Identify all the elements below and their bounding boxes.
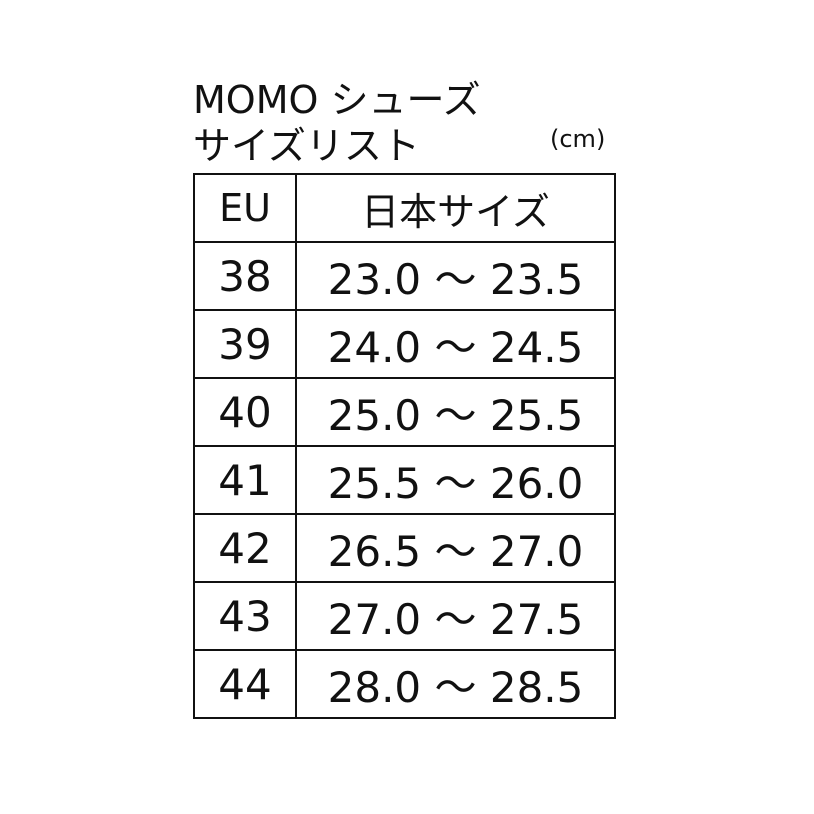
- eu-size-cell: 40: [193, 377, 297, 447]
- table-row: 44 28.0 ～ 28.5: [193, 649, 616, 719]
- japan-size-cell: 25.0 ～ 25.5: [295, 377, 616, 447]
- eu-size-cell: 38: [193, 241, 297, 311]
- unit-label: (cm): [550, 125, 606, 153]
- japan-size-cell: 27.0 ～ 27.5: [295, 581, 616, 651]
- table-row: 41 25.5 ～ 26.0: [193, 445, 616, 515]
- title-line-2: サイズリスト: [193, 124, 420, 168]
- table-row: 39 24.0 ～ 24.5: [193, 309, 616, 379]
- table-row: 43 27.0 ～ 27.5: [193, 581, 616, 651]
- japan-size-cell: 25.5 ～ 26.0: [295, 445, 616, 515]
- eu-size-cell: 41: [193, 445, 297, 515]
- header-eu: EU: [193, 173, 297, 243]
- table-header-row: EU 日本サイズ: [193, 173, 616, 243]
- japan-size-cell: 24.0 ～ 24.5: [295, 309, 616, 379]
- eu-size-cell: 44: [193, 649, 297, 719]
- size-table: EU 日本サイズ 38 23.0 ～ 23.5 39 24.0 ～ 24.5 40 25.…: [193, 173, 616, 719]
- eu-size-cell: 39: [193, 309, 297, 379]
- japan-size-cell: 26.5 ～ 27.0: [295, 513, 616, 583]
- title-line-1: MOMO シューズ: [193, 78, 481, 122]
- table-row: 42 26.5 ～ 27.0: [193, 513, 616, 583]
- japan-size-cell: 23.0 ～ 23.5: [295, 241, 616, 311]
- eu-size-cell: 43: [193, 581, 297, 651]
- table-row: 38 23.0 ～ 23.5: [193, 241, 616, 311]
- header-japan-size: 日本サイズ: [295, 173, 616, 243]
- japan-size-cell: 28.0 ～ 28.5: [295, 649, 616, 719]
- eu-size-cell: 42: [193, 513, 297, 583]
- table-row: 40 25.0 ～ 25.5: [193, 377, 616, 447]
